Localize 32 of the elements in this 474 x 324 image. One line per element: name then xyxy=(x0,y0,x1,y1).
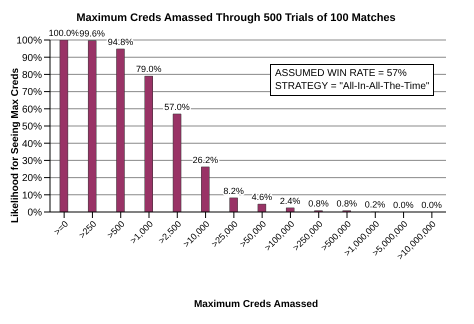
data-label: 100.0% xyxy=(48,28,80,38)
data-label: 0.2% xyxy=(364,200,386,210)
data-label: 79.0% xyxy=(136,64,162,74)
y-tick-label: 0% xyxy=(28,208,42,219)
data-label: 0.0% xyxy=(393,200,414,210)
y-tick-label: 20% xyxy=(22,173,42,184)
annotation: STRATEGY = "All-In-All-The-Time" xyxy=(275,80,430,93)
y-tick-label: 50% xyxy=(22,122,42,133)
y-tick-label: 100% xyxy=(16,36,42,47)
y-tick-label: 60% xyxy=(22,104,42,116)
y-tick-label: 80% xyxy=(22,70,42,81)
data-label: 0.8% xyxy=(336,198,358,209)
y-tick-label: 30% xyxy=(22,156,42,167)
note-box: ASSUMED WIN RATE = 57% STRATEGY = "All-In-All-The-Time" xyxy=(270,64,434,96)
data-label: 94.8% xyxy=(108,36,134,47)
annotation: ASSUMED WIN RATE = 57% xyxy=(275,67,408,80)
data-label: 8.2% xyxy=(223,186,244,196)
x-tick-label: >=0 xyxy=(52,218,70,237)
data-label: 0.8% xyxy=(308,198,329,209)
data-label: 0.0% xyxy=(421,200,442,210)
data-label: 99.6% xyxy=(79,28,105,39)
chart-title: Maximum Creds Amassed Through 500 Trials of 100 Matches xyxy=(75,12,397,24)
y-tick-label: 10% xyxy=(22,190,42,202)
y-axis-title: Likelihood for Seeing Max Creds xyxy=(10,67,22,223)
x-axis-title: Maximum Creds Amassed xyxy=(192,299,320,310)
data-label: 57.0% xyxy=(164,102,190,112)
data-label: 2.4% xyxy=(280,196,300,206)
data-label: 4.6% xyxy=(252,192,272,202)
y-tick-label: 90% xyxy=(22,52,42,64)
y-tick-label: 40% xyxy=(22,138,42,150)
y-tick-label: 70% xyxy=(22,87,42,98)
data-label: 26.2% xyxy=(192,154,218,165)
